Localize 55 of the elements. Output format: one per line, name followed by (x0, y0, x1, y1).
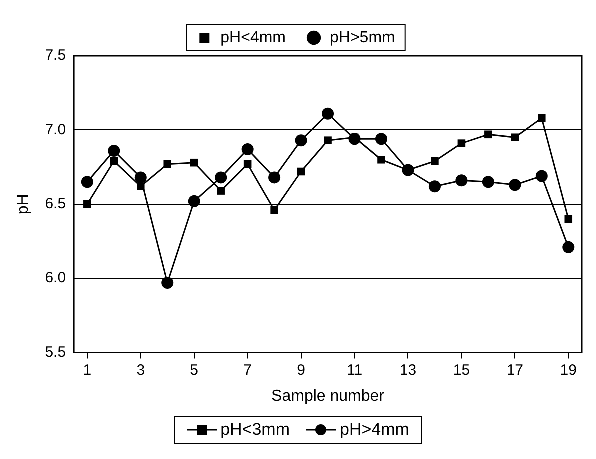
x-tick-label: 3 (136, 362, 146, 379)
point (84, 200, 92, 208)
x-tick-label: 17 (506, 362, 524, 379)
point (378, 156, 386, 164)
point (482, 176, 494, 188)
point (268, 172, 281, 184)
point (484, 130, 492, 139)
y-axis-title: pH (15, 194, 32, 215)
x-tick-label: 7 (244, 362, 252, 379)
y-tick-label: 6.0 (45, 270, 66, 287)
point (134, 172, 147, 184)
point (108, 144, 120, 157)
point (536, 170, 548, 182)
point (428, 180, 441, 193)
point (431, 157, 439, 166)
point (164, 160, 172, 168)
point (81, 176, 94, 188)
point (322, 108, 334, 120)
point (190, 158, 198, 167)
legend-label: pH>5mm (330, 29, 396, 46)
y-tick-label: 6.5 (45, 196, 66, 213)
point (295, 134, 308, 147)
point (270, 206, 278, 214)
x-tick-label: 15 (453, 362, 470, 379)
point (511, 134, 520, 142)
point (375, 133, 388, 146)
point (242, 143, 254, 156)
x-tick-label: 1 (83, 362, 92, 379)
x-tick-label: 9 (297, 362, 306, 379)
point (110, 157, 118, 166)
point (509, 179, 522, 192)
legend-label: pH<4mm (220, 29, 286, 46)
point (137, 182, 145, 190)
point (562, 241, 575, 254)
x-axis-title: Sample number (272, 388, 386, 405)
point (564, 215, 573, 224)
x-tick-label: 13 (400, 362, 417, 379)
point (244, 160, 252, 168)
text: pH>4mm (340, 420, 410, 440)
y-tick-label: 7.0 (45, 121, 66, 138)
point (215, 172, 228, 184)
point (324, 136, 332, 144)
x-tick-label: 19 (560, 362, 577, 379)
point (162, 277, 174, 290)
point (458, 140, 466, 148)
text: pH<3mm (220, 420, 290, 440)
point (297, 168, 306, 176)
point (217, 187, 225, 195)
x-tick-label: 5 (190, 362, 199, 379)
point (188, 195, 200, 208)
y-tick-label: 7.5 (45, 47, 66, 64)
y-tick-label: 5.5 (45, 344, 66, 361)
x-tick-label: 11 (346, 362, 363, 379)
point (456, 174, 468, 187)
point (538, 114, 546, 122)
